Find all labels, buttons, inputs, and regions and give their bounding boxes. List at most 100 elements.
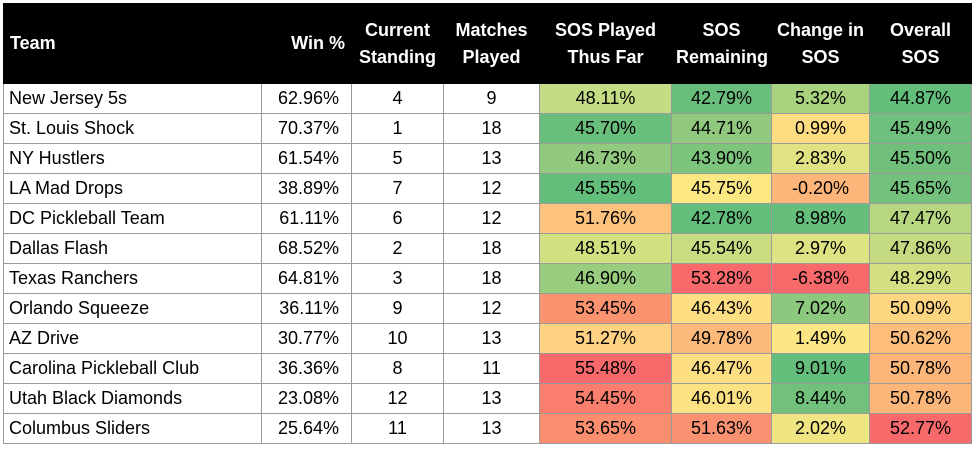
win-pct-cell: 70.37% — [261, 113, 352, 144]
team-cell: NY Hustlers — [3, 143, 262, 174]
sos-played-cell: 48.11% — [539, 83, 672, 114]
header-sos-remaining: SOS Remaining — [671, 3, 772, 84]
matches-played-cell: 18 — [443, 113, 540, 144]
win-pct-cell: 61.54% — [261, 143, 352, 174]
sos-remaining-cell: 45.54% — [671, 233, 772, 264]
overall-sos-cell: 50.09% — [869, 293, 972, 324]
team-cell: Utah Black Diamonds — [3, 383, 262, 414]
overall-sos-cell: 50.78% — [869, 353, 972, 384]
standing-cell: 4 — [351, 83, 444, 114]
matches-played-cell: 12 — [443, 203, 540, 234]
overall-sos-cell: 50.62% — [869, 323, 972, 354]
change-in-sos-cell: 2.83% — [771, 143, 870, 174]
sos-played-cell: 53.65% — [539, 413, 672, 444]
table-row: Carolina Pickleball Club 36.36% 8 11 55.48% 4… — [3, 353, 972, 384]
standing-cell: 9 — [351, 293, 444, 324]
change-in-sos-cell: 9.01% — [771, 353, 870, 384]
win-pct-cell: 38.89% — [261, 173, 352, 204]
sos-played-cell: 51.76% — [539, 203, 672, 234]
change-in-sos-cell: -0.20% — [771, 173, 870, 204]
sos-played-cell: 53.45% — [539, 293, 672, 324]
overall-sos-cell: 52.77% — [869, 413, 972, 444]
win-pct-cell: 62.96% — [261, 83, 352, 114]
sos-played-cell: 54.45% — [539, 383, 672, 414]
team-cell: Texas Ranchers — [3, 263, 262, 294]
header-win-pct: Win % — [261, 3, 352, 84]
win-pct-cell: 61.11% — [261, 203, 352, 234]
standing-cell: 1 — [351, 113, 444, 144]
matches-played-cell: 18 — [443, 233, 540, 264]
header-change-in-sos: Change in SOS — [771, 3, 870, 84]
team-cell: St. Louis Shock — [3, 113, 262, 144]
sos-played-cell: 46.73% — [539, 143, 672, 174]
standing-cell: 10 — [351, 323, 444, 354]
change-in-sos-cell: 1.49% — [771, 323, 870, 354]
win-pct-cell: 25.64% — [261, 413, 352, 444]
overall-sos-cell: 45.65% — [869, 173, 972, 204]
table-row: AZ Drive 30.77% 10 13 51.27% 49.78% 1.49% 50.62… — [3, 323, 972, 354]
overall-sos-cell: 47.86% — [869, 233, 972, 264]
overall-sos-cell: 44.87% — [869, 83, 972, 114]
table-row: New Jersey 5s 62.96% 4 9 48.11% 42.79% 5.32% 44… — [3, 83, 972, 114]
sos-remaining-cell: 46.43% — [671, 293, 772, 324]
table-row: St. Louis Shock 70.37% 1 18 45.70% 44.71% 0.99… — [3, 113, 972, 144]
sos-remaining-cell: 49.78% — [671, 323, 772, 354]
table-row: Orlando Squeeze 36.11% 9 12 53.45% 46.43% 7.02… — [3, 293, 972, 324]
sos-played-cell: 45.70% — [539, 113, 672, 144]
sos-remaining-cell: 46.47% — [671, 353, 772, 384]
matches-played-cell: 12 — [443, 173, 540, 204]
standing-cell: 8 — [351, 353, 444, 384]
overall-sos-cell: 45.50% — [869, 143, 972, 174]
team-cell: Orlando Squeeze — [3, 293, 262, 324]
change-in-sos-cell: 0.99% — [771, 113, 870, 144]
standing-cell: 2 — [351, 233, 444, 264]
table-row: Columbus Sliders 25.64% 11 13 53.65% 51.63% 2.… — [3, 413, 972, 444]
matches-played-cell: 13 — [443, 143, 540, 174]
sos-played-cell: 48.51% — [539, 233, 672, 264]
matches-played-cell: 9 — [443, 83, 540, 114]
standing-cell: 3 — [351, 263, 444, 294]
matches-played-cell: 13 — [443, 413, 540, 444]
win-pct-cell: 36.11% — [261, 293, 352, 324]
sos-remaining-cell: 45.75% — [671, 173, 772, 204]
sos-remaining-cell: 44.71% — [671, 113, 772, 144]
table-row: Texas Ranchers 64.81% 3 18 46.90% 53.28% -6.38… — [3, 263, 972, 294]
header-row: Team Win % Current Standing Matches Played… — [3, 3, 972, 84]
sos-remaining-cell: 43.90% — [671, 143, 772, 174]
team-cell: AZ Drive — [3, 323, 262, 354]
win-pct-cell: 68.52% — [261, 233, 352, 264]
team-cell: LA Mad Drops — [3, 173, 262, 204]
change-in-sos-cell: -6.38% — [771, 263, 870, 294]
matches-played-cell: 12 — [443, 293, 540, 324]
change-in-sos-cell: 8.98% — [771, 203, 870, 234]
sos-remaining-cell: 46.01% — [671, 383, 772, 414]
standing-cell: 6 — [351, 203, 444, 234]
sos-remaining-cell: 42.79% — [671, 83, 772, 114]
change-in-sos-cell: 7.02% — [771, 293, 870, 324]
standing-cell: 5 — [351, 143, 444, 174]
table-row: DC Pickleball Team 61.11% 6 12 51.76% 42.78% 8… — [3, 203, 972, 234]
standing-cell: 12 — [351, 383, 444, 414]
overall-sos-cell: 47.47% — [869, 203, 972, 234]
win-pct-cell: 23.08% — [261, 383, 352, 414]
win-pct-cell: 30.77% — [261, 323, 352, 354]
change-in-sos-cell: 5.32% — [771, 83, 870, 114]
header-matches-played: Matches Played — [443, 3, 540, 84]
sos-played-cell: 51.27% — [539, 323, 672, 354]
change-in-sos-cell: 2.97% — [771, 233, 870, 264]
header-team: Team — [3, 3, 262, 84]
change-in-sos-cell: 2.02% — [771, 413, 870, 444]
matches-played-cell: 13 — [443, 383, 540, 414]
win-pct-cell: 36.36% — [261, 353, 352, 384]
overall-sos-cell: 45.49% — [869, 113, 972, 144]
standing-cell: 11 — [351, 413, 444, 444]
team-cell: Columbus Sliders — [3, 413, 262, 444]
win-pct-cell: 64.81% — [261, 263, 352, 294]
table-row: Dallas Flash 68.52% 2 18 48.51% 45.54% 2.97% 47… — [3, 233, 972, 264]
sos-remaining-cell: 42.78% — [671, 203, 772, 234]
sos-played-cell: 45.55% — [539, 173, 672, 204]
sos-played-cell: 55.48% — [539, 353, 672, 384]
sos-remaining-cell: 51.63% — [671, 413, 772, 444]
matches-played-cell: 11 — [443, 353, 540, 384]
matches-played-cell: 18 — [443, 263, 540, 294]
